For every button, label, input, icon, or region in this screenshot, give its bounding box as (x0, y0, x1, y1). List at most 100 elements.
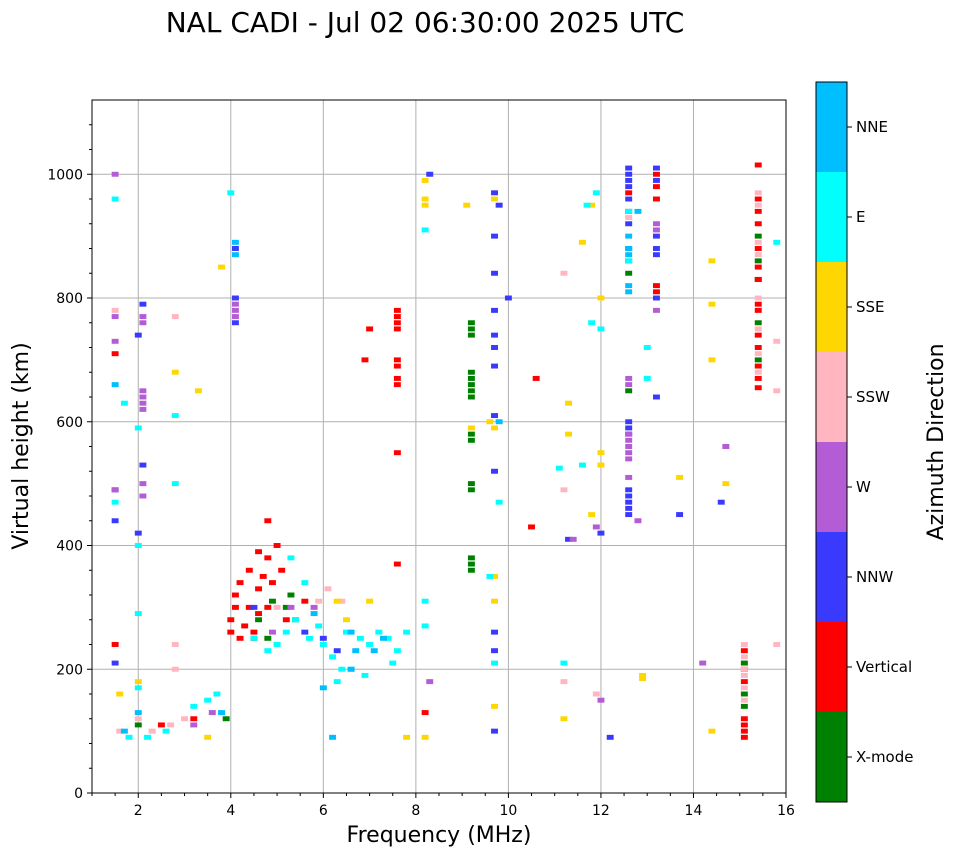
data-point-nnw (597, 530, 605, 536)
data-point-nne (625, 283, 633, 289)
colorbar-label: NNW (856, 568, 893, 586)
data-point-vertical (231, 592, 239, 598)
data-point-nne (329, 734, 337, 740)
data-point-x-mode (268, 598, 276, 604)
data-point-x-mode (467, 555, 475, 561)
data-point-nnw (625, 171, 633, 177)
data-point-vertical (282, 617, 290, 623)
data-point-sse (491, 703, 498, 709)
data-point-x-mode (625, 270, 633, 276)
data-point-vertical (754, 307, 762, 313)
data-point-vertical (393, 326, 401, 332)
data-point-w (310, 604, 318, 610)
x-tick-label: 14 (685, 803, 703, 819)
data-point-vertical (231, 604, 239, 610)
data-point-x-mode (467, 567, 475, 573)
data-point-x-mode (222, 716, 230, 722)
data-point-sse (134, 679, 142, 685)
data-point-vertical (532, 375, 540, 381)
data-point-e (356, 635, 364, 641)
y-tick-label: 800 (56, 291, 83, 307)
data-point-sse (578, 239, 586, 245)
data-point-vertical (528, 524, 536, 530)
data-point-e (338, 666, 346, 672)
data-point-w (597, 697, 605, 703)
data-point-sse (421, 177, 429, 183)
data-point-x-mode (467, 369, 475, 375)
y-axis-label: Virtual height (km) (9, 342, 34, 549)
data-point-nnw (625, 165, 633, 171)
data-point-nnw (426, 171, 434, 177)
data-point-nnw (625, 493, 633, 499)
colorbar-segment (816, 172, 847, 262)
data-point-e (190, 703, 198, 709)
data-point-w (268, 629, 276, 635)
data-point-vertical (255, 611, 263, 617)
data-point-nnw (625, 505, 633, 511)
data-point-sse (194, 388, 202, 394)
data-point-sse (333, 598, 341, 604)
data-point-nnw (625, 499, 633, 505)
data-point-e (227, 190, 235, 196)
data-point-nnw (565, 536, 573, 542)
data-point-x-mode (754, 233, 762, 239)
data-point-vertical (273, 543, 281, 548)
data-point-e (134, 611, 142, 617)
data-point-x-mode (467, 382, 475, 388)
data-point-w (139, 314, 147, 320)
data-point-sse (708, 301, 716, 307)
data-point-nnw (652, 394, 660, 400)
colorbar-segment (816, 352, 847, 442)
data-point-e (292, 617, 300, 623)
data-point-sse (421, 196, 429, 202)
data-point-nnw (139, 301, 147, 307)
data-point-sse (588, 202, 596, 208)
data-point-nnw (491, 363, 498, 369)
data-point-vertical (754, 332, 762, 338)
data-point-vertical (393, 307, 401, 313)
data-point-nne (625, 246, 633, 251)
y-tick-label: 0 (74, 786, 83, 802)
data-point-w (139, 320, 147, 326)
data-point-ssw (315, 598, 323, 604)
data-point-vertical (754, 221, 762, 227)
data-point-nnw (231, 295, 239, 301)
data-point-ssw (740, 685, 748, 691)
data-point-vertical (652, 184, 660, 190)
data-point-sse (204, 734, 212, 740)
data-point-e (282, 629, 290, 635)
data-point-x-mode (467, 481, 475, 487)
data-point-e (111, 196, 119, 202)
data-point-x-mode (467, 487, 475, 493)
data-point-vertical (393, 561, 401, 567)
plot-area (92, 100, 786, 793)
data-point-w (231, 301, 239, 307)
data-point-ssw (324, 586, 332, 592)
data-point-x-mode (740, 660, 748, 666)
data-point-w (569, 536, 577, 542)
data-point-vertical (190, 716, 198, 722)
data-point-ssw (754, 190, 762, 196)
colorbar-frame (815, 81, 848, 803)
data-point-sse (597, 462, 605, 468)
data-point-ssw (740, 666, 748, 672)
data-point-vertical (754, 301, 762, 307)
data-point-e (421, 227, 429, 233)
data-point-ssw (740, 697, 748, 703)
data-point-ssw (754, 369, 762, 375)
data-point-vertical (227, 629, 235, 635)
data-point-x-mode (754, 258, 762, 264)
colorbar-segment (816, 532, 847, 622)
data-point-e (643, 375, 651, 381)
data-point-w (634, 518, 642, 524)
data-point-x-mode (467, 388, 475, 394)
data-point-nnw (111, 660, 119, 666)
data-point-nne (625, 233, 633, 239)
data-point-vertical (393, 375, 401, 381)
data-point-nnw (491, 233, 498, 239)
data-point-ssw (625, 215, 633, 221)
data-point-vertical (652, 289, 660, 295)
data-point-vertical (754, 162, 762, 168)
data-point-ssw (754, 295, 762, 301)
data-point-w (139, 481, 147, 487)
